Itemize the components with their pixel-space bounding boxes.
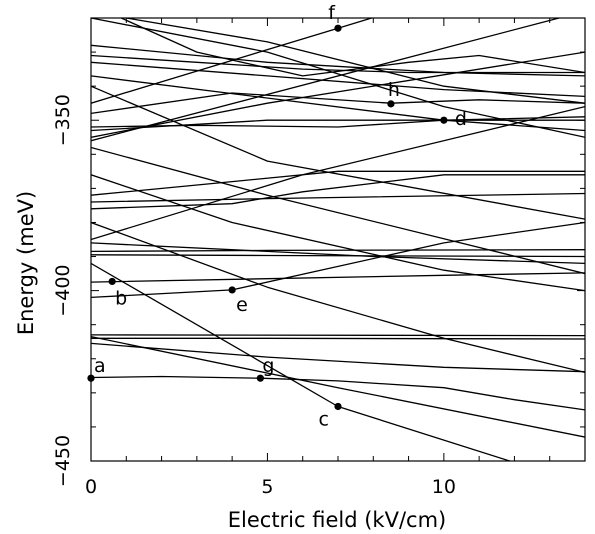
series-line-3 xyxy=(91,337,585,340)
series-line-27 xyxy=(91,44,585,77)
series-line-14 xyxy=(91,174,585,292)
x-tick-labels: 0 5 10 xyxy=(85,476,456,498)
point-label-d: d xyxy=(455,108,467,130)
point-label-a: a xyxy=(94,355,106,377)
series-line-11 xyxy=(91,249,585,253)
plot-frame xyxy=(90,17,586,462)
series-line-23 xyxy=(91,119,585,128)
point-label-c: c xyxy=(319,408,329,430)
point-marker-h xyxy=(387,100,395,108)
series-line-30 xyxy=(119,18,585,77)
y-tick-labels: −450 −400 −350 xyxy=(52,94,74,487)
series-line-12 xyxy=(91,254,585,258)
series-line-6 xyxy=(91,262,512,461)
x-tick-label: 0 xyxy=(85,476,97,498)
series-line-16 xyxy=(91,192,585,203)
point-marker-a xyxy=(87,374,95,382)
series-line-15 xyxy=(91,170,585,196)
series-line-25 xyxy=(91,61,585,98)
series-layer xyxy=(91,18,585,461)
point-marker-f xyxy=(334,24,342,32)
series-line-9 xyxy=(91,242,585,265)
series-line-21 xyxy=(91,85,585,220)
y-tick-label: −450 xyxy=(52,435,74,487)
series-line-5 xyxy=(91,375,585,411)
series-line-4 xyxy=(91,334,585,337)
y-tick-label: −400 xyxy=(52,265,74,317)
point-marker-e xyxy=(228,286,236,294)
point-label-b: b xyxy=(115,287,127,309)
x-axis-title: Electric field (kV/cm) xyxy=(228,508,446,532)
point-label-e: e xyxy=(236,294,248,316)
series-line-8 xyxy=(91,221,585,299)
series-line-22 xyxy=(91,92,585,115)
point-marker-b xyxy=(108,277,116,286)
y-axis-title: Energy (meV) xyxy=(14,191,38,335)
series-line-1 xyxy=(91,335,585,438)
series-line-20 xyxy=(91,116,585,132)
series-line-32 xyxy=(126,18,585,104)
point-marker-d xyxy=(440,116,448,124)
series-line-10 xyxy=(91,221,585,374)
x-tick-label: 5 xyxy=(261,476,273,498)
point-marker-c xyxy=(334,402,342,411)
points-layer: a b c d e f g h xyxy=(87,2,467,430)
ticks-layer xyxy=(90,17,586,462)
y-tick-label: −350 xyxy=(52,94,74,146)
point-label-f: f xyxy=(328,2,336,24)
point-marker-g xyxy=(256,374,264,382)
series-line-18 xyxy=(91,146,585,275)
point-label-h: h xyxy=(388,79,400,101)
series-line-28 xyxy=(91,18,374,104)
x-tick-label: 10 xyxy=(432,476,456,498)
point-label-g: g xyxy=(262,355,274,377)
series-line-2 xyxy=(91,342,585,373)
series-line-7 xyxy=(91,272,585,283)
series-line-17 xyxy=(91,174,585,210)
series-line-29 xyxy=(91,18,562,142)
series-line-31 xyxy=(91,18,585,138)
